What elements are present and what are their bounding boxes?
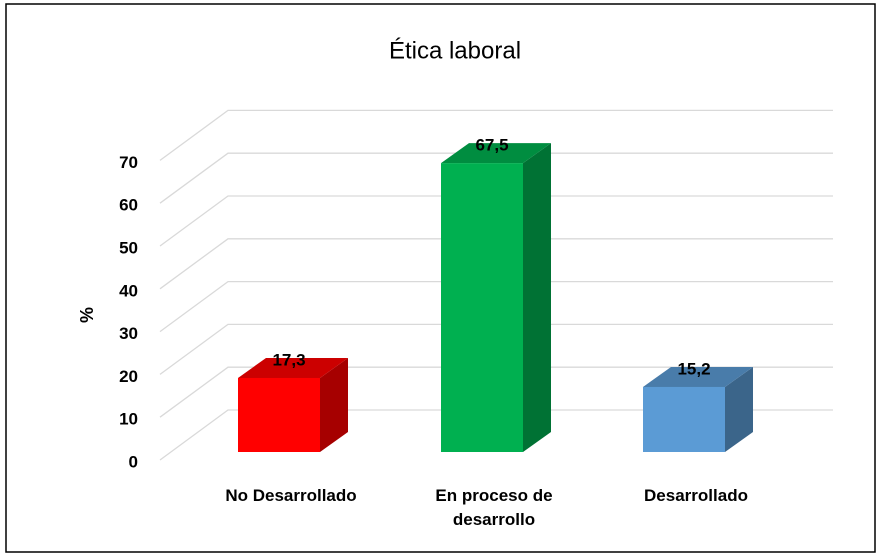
- y-tick-label: 30: [119, 324, 138, 343]
- chart-title: Ética laboral: [389, 37, 521, 64]
- grid-line: [159, 109, 833, 161]
- bar-side: [725, 366, 753, 452]
- grid-line: [159, 152, 833, 204]
- grid-line: [159, 366, 833, 418]
- x-tick-label: No Desarrollado: [225, 486, 357, 505]
- x-tick-label: En proceso de desarrollo: [435, 486, 553, 529]
- x-tick-label: Desarrollado: [644, 486, 748, 505]
- data-label: 67,5: [475, 136, 508, 155]
- grid-line: [159, 280, 833, 333]
- bar-top: [441, 143, 551, 164]
- y-tick-label: 0: [129, 452, 138, 471]
- data-label: 15,2: [677, 359, 710, 378]
- y-tick-label: 10: [119, 410, 138, 429]
- data-label: 17,3: [272, 350, 305, 369]
- y-tick-label: 70: [119, 153, 138, 172]
- grid-line: [159, 409, 833, 461]
- y-tick-label: 40: [119, 281, 138, 300]
- y-axis-label: %: [77, 307, 97, 323]
- grid-line: [159, 195, 833, 247]
- bar: [643, 386, 725, 452]
- grid-line: [159, 323, 833, 375]
- y-tick-label: 50: [119, 238, 138, 257]
- chart-border: [5, 3, 876, 553]
- bar-side: [523, 143, 551, 452]
- y-tick-label: 60: [119, 196, 138, 215]
- bar: [441, 163, 523, 452]
- bar-side: [320, 357, 348, 452]
- grid-line: [159, 238, 833, 290]
- bar-top: [238, 357, 348, 378]
- bar: [238, 377, 320, 452]
- y-tick-label: 20: [119, 367, 138, 386]
- bar-top: [643, 366, 753, 387]
